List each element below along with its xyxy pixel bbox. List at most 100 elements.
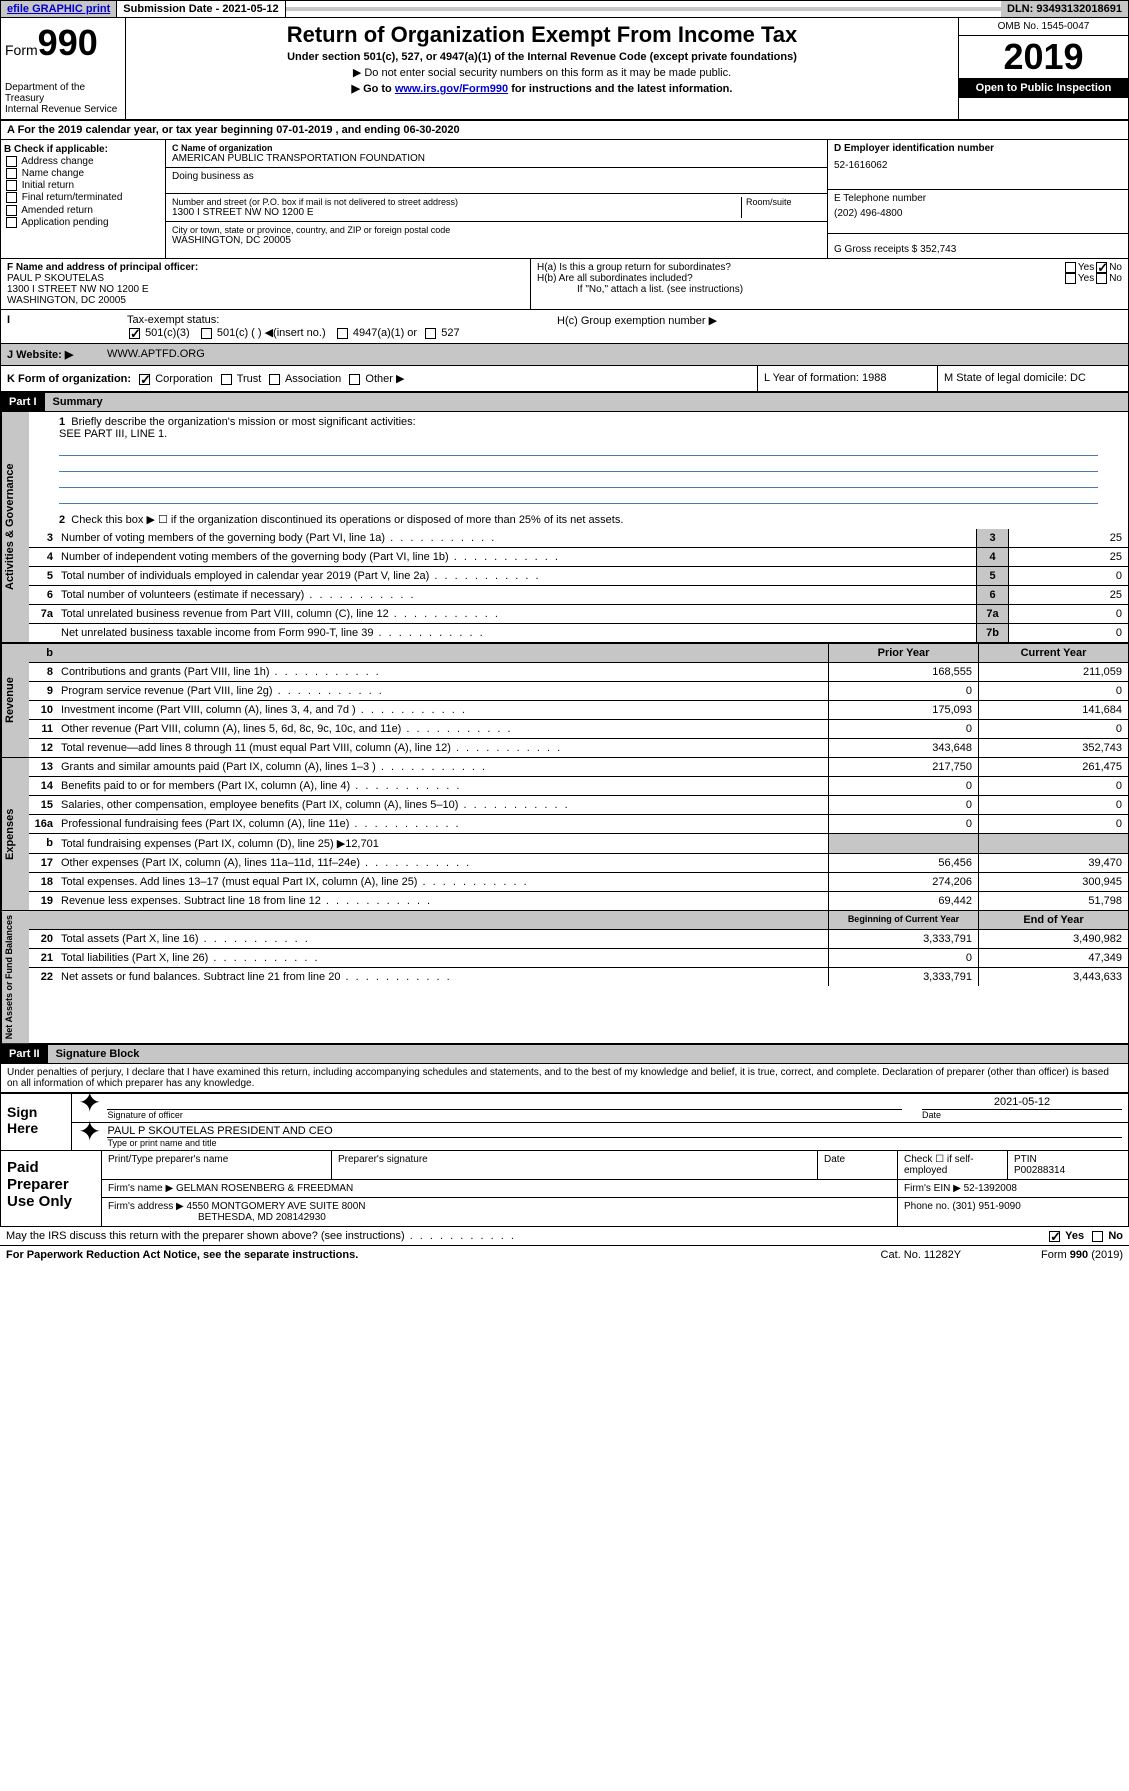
firm-ein: 52-1392008 bbox=[964, 1183, 1017, 1194]
rev-line: 9 Program service revenue (Part VIII, li… bbox=[29, 682, 1128, 701]
cb-assoc[interactable] bbox=[269, 374, 280, 385]
dba-label: Doing business as bbox=[166, 168, 827, 194]
net-line: 20 Total assets (Part X, line 16) 3,333,… bbox=[29, 930, 1128, 949]
box-de: D Employer identification number 52-1616… bbox=[828, 140, 1128, 258]
tax-year: 2019 bbox=[959, 36, 1128, 78]
note-ssn: ▶ Do not enter social security numbers o… bbox=[134, 66, 950, 79]
instructions-link[interactable]: www.irs.gov/Form990 bbox=[395, 83, 508, 95]
hdr-begin: Beginning of Current Year bbox=[828, 911, 978, 929]
h-note: If "No," attach a list. (see instruction… bbox=[537, 284, 1122, 295]
rev-line: 12 Total revenue—add lines 8 through 11 … bbox=[29, 739, 1128, 757]
section-bcde: B Check if applicable: Address change Na… bbox=[0, 140, 1129, 259]
form-header: Form990 Department of the Treasury Inter… bbox=[0, 18, 1129, 121]
part1-exp: Expenses 13 Grants and similar amounts p… bbox=[0, 758, 1129, 911]
hb-no[interactable] bbox=[1096, 273, 1107, 284]
part1-net: Net Assets or Fund Balances Beginning of… bbox=[0, 911, 1129, 1045]
exp-line: b Total fundraising expenses (Part IX, c… bbox=[29, 834, 1128, 854]
gov-line: 6 Total number of volunteers (estimate i… bbox=[29, 586, 1128, 605]
city: WASHINGTON, DC 20005 bbox=[172, 235, 821, 246]
topbar: efile GRAPHIC print Submission Date - 20… bbox=[0, 0, 1129, 18]
cb-final-return[interactable]: Final return/terminated bbox=[4, 192, 162, 203]
gov-line: Net unrelated business taxable income fr… bbox=[29, 624, 1128, 642]
rev-line: 8 Contributions and grants (Part VIII, l… bbox=[29, 663, 1128, 682]
org-name-label: C Name of organization bbox=[172, 143, 821, 153]
dln: DLN: 93493132018691 bbox=[1001, 1, 1128, 17]
section-fh: F Name and address of principal officer:… bbox=[0, 259, 1129, 310]
hb-yes[interactable] bbox=[1065, 273, 1076, 284]
vtab-gov: Activities & Governance bbox=[1, 412, 29, 642]
website-value: WWW.APTFD.ORG bbox=[107, 348, 205, 361]
part1-header: Part I Summary bbox=[0, 393, 1129, 412]
net-line: 21 Total liabilities (Part X, line 26) 0… bbox=[29, 949, 1128, 968]
cb-501c[interactable] bbox=[201, 328, 212, 339]
sign-block: SignHere ✦ Signature of officer 2021-05-… bbox=[0, 1092, 1129, 1151]
form-title: Return of Organization Exempt From Incom… bbox=[134, 22, 950, 48]
box-f: F Name and address of principal officer:… bbox=[1, 259, 531, 309]
discuss-no[interactable] bbox=[1092, 1231, 1103, 1242]
form-subtitle: Under section 501(c), 527, or 4947(a)(1)… bbox=[134, 51, 950, 63]
ha-yes[interactable] bbox=[1065, 262, 1076, 273]
exp-line: 13 Grants and similar amounts paid (Part… bbox=[29, 758, 1128, 777]
paid-preparer-block: PaidPreparerUse Only Print/Type preparer… bbox=[0, 1151, 1129, 1227]
cb-4947[interactable] bbox=[337, 328, 348, 339]
gov-line: 4 Number of independent voting members o… bbox=[29, 548, 1128, 567]
efile-link[interactable]: efile GRAPHIC print bbox=[1, 1, 117, 17]
cb-application[interactable]: Application pending bbox=[4, 217, 162, 228]
gov-line: 7a Total unrelated business revenue from… bbox=[29, 605, 1128, 624]
cb-initial-return[interactable]: Initial return bbox=[4, 180, 162, 191]
cb-corp[interactable] bbox=[139, 374, 150, 385]
officer-name: PAUL P SKOUTELAS bbox=[7, 273, 524, 284]
cb-501c3[interactable] bbox=[129, 328, 140, 339]
spacer bbox=[286, 7, 1001, 11]
row-website: J Website: ▶ WWW.APTFD.ORG bbox=[0, 344, 1129, 366]
cb-trust[interactable] bbox=[221, 374, 232, 385]
officer-addr2: WASHINGTON, DC 20005 bbox=[7, 295, 524, 306]
perjury-statement: Under penalties of perjury, I declare th… bbox=[0, 1064, 1129, 1092]
box-c: C Name of organization AMERICAN PUBLIC T… bbox=[166, 140, 828, 258]
cb-527[interactable] bbox=[425, 328, 436, 339]
net-line: 22 Net assets or fund balances. Subtract… bbox=[29, 968, 1128, 986]
vtab-rev: Revenue bbox=[1, 644, 29, 757]
sig-date: 2021-05-12 bbox=[922, 1096, 1122, 1110]
exp-line: 19 Revenue less expenses. Subtract line … bbox=[29, 892, 1128, 910]
room-suite: Room/suite bbox=[741, 197, 821, 218]
preparer-sig-hdr: Preparer's signature bbox=[332, 1151, 818, 1179]
box-h: H(a) Is this a group return for subordin… bbox=[531, 259, 1128, 309]
discuss-yes[interactable] bbox=[1049, 1231, 1060, 1242]
vtab-exp: Expenses bbox=[1, 758, 29, 910]
officer-addr1: 1300 I STREET NW NO 1200 E bbox=[7, 284, 524, 295]
row-klm: K Form of organization: Corporation Trus… bbox=[0, 366, 1129, 393]
hc-label: H(c) Group exemption number ▶ bbox=[537, 314, 1122, 339]
cb-amended[interactable]: Amended return bbox=[4, 205, 162, 216]
cb-other[interactable] bbox=[349, 374, 360, 385]
phone-value: (202) 496-4800 bbox=[834, 208, 1122, 219]
exp-line: 18 Total expenses. Add lines 13–17 (must… bbox=[29, 873, 1128, 892]
firm-addr1: 4550 MONTGOMERY AVE SUITE 800N bbox=[187, 1201, 366, 1212]
hdr-end: End of Year bbox=[978, 911, 1128, 929]
cb-address-change[interactable]: Address change bbox=[4, 156, 162, 167]
firm-name: GELMAN ROSENBERG & FREEDMAN bbox=[176, 1183, 353, 1194]
exp-line: 17 Other expenses (Part IX, column (A), … bbox=[29, 854, 1128, 873]
ha-no[interactable] bbox=[1096, 262, 1107, 273]
officer-printed: PAUL P SKOUTELAS PRESIDENT AND CEO bbox=[107, 1125, 1122, 1138]
mission-text: SEE PART III, LINE 1. bbox=[59, 428, 1098, 440]
note-link: ▶ Go to www.irs.gov/Form990 for instruct… bbox=[134, 82, 950, 95]
public-inspection-badge: Open to Public Inspection bbox=[959, 78, 1128, 98]
line-a: A For the 2019 calendar year, or tax yea… bbox=[0, 121, 1129, 140]
omb-number: OMB No. 1545-0047 bbox=[959, 18, 1128, 36]
preparer-date-hdr: Date bbox=[818, 1151, 898, 1179]
org-name: AMERICAN PUBLIC TRANSPORTATION FOUNDATIO… bbox=[172, 153, 821, 164]
irs-label: Internal Revenue Service bbox=[5, 104, 121, 115]
firm-addr2: BETHESDA, MD 208142930 bbox=[198, 1212, 326, 1223]
cb-name-change[interactable]: Name change bbox=[4, 168, 162, 179]
preparer-name-hdr: Print/Type preparer's name bbox=[102, 1151, 332, 1179]
exp-line: 14 Benefits paid to or for members (Part… bbox=[29, 777, 1128, 796]
rev-line: 11 Other revenue (Part VIII, column (A),… bbox=[29, 720, 1128, 739]
street: 1300 I STREET NW NO 1200 E bbox=[172, 207, 741, 218]
self-employed[interactable]: Check ☐ if self-employed bbox=[898, 1151, 1008, 1179]
form-ref: Form 990 (2019) bbox=[1041, 1249, 1123, 1261]
gov-line: 5 Total number of individuals employed i… bbox=[29, 567, 1128, 586]
dept-treasury: Department of the Treasury bbox=[5, 82, 121, 104]
vtab-net: Net Assets or Fund Balances bbox=[1, 911, 29, 1043]
gov-line: 3 Number of voting members of the govern… bbox=[29, 529, 1128, 548]
